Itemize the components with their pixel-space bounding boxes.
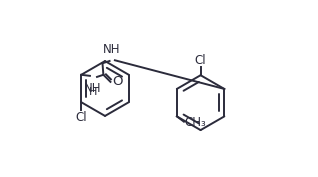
- Text: CH₃: CH₃: [185, 116, 206, 129]
- Text: Cl: Cl: [75, 111, 87, 124]
- Text: H: H: [89, 87, 97, 97]
- Text: O: O: [113, 75, 123, 88]
- Text: NH: NH: [103, 43, 121, 56]
- Text: Cl: Cl: [195, 54, 206, 67]
- Text: NH: NH: [84, 82, 101, 95]
